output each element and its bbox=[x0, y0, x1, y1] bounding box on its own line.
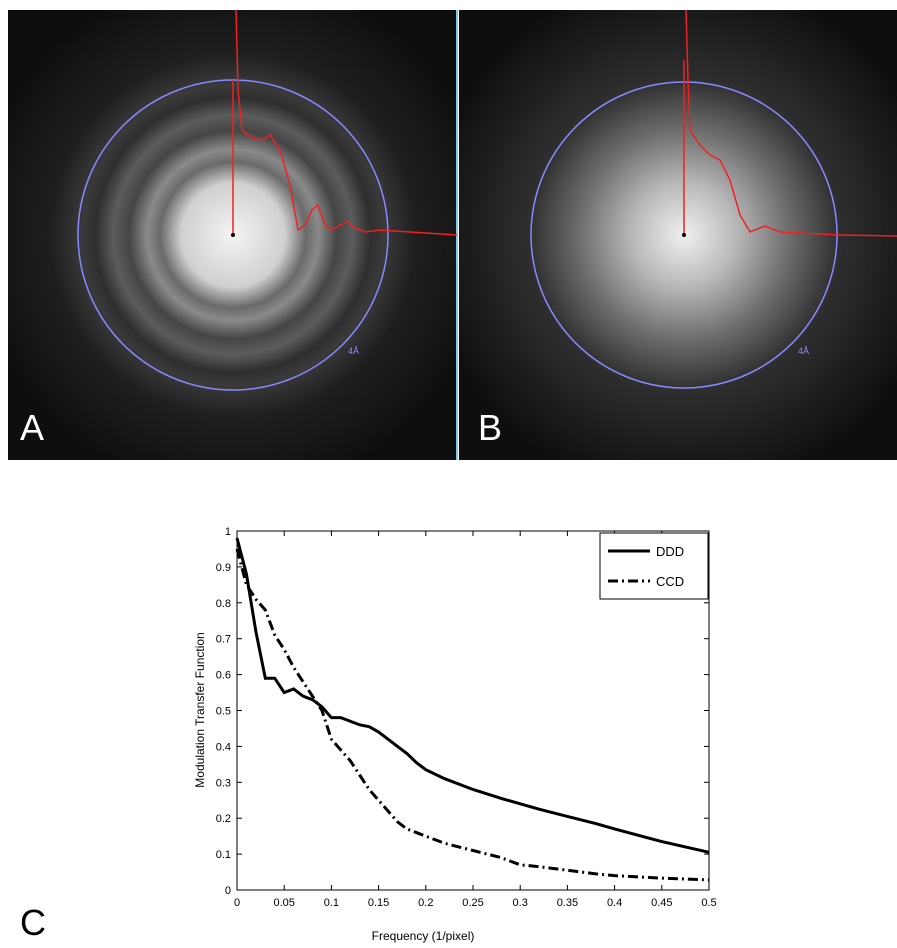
y-tick-label: 0.5 bbox=[216, 706, 231, 718]
x-tick-label: 0.45 bbox=[651, 897, 672, 909]
series-line bbox=[235, 537, 710, 854]
y-tick-label: 0.7 bbox=[216, 634, 231, 646]
x-tick-label: 0.2 bbox=[418, 897, 433, 909]
x-tick-label: 0.25 bbox=[462, 897, 483, 909]
y-tick-label: 0.8 bbox=[216, 598, 231, 610]
power-spectrum bbox=[459, 10, 897, 460]
x-tick-label: 0.35 bbox=[557, 897, 578, 909]
panel-label: C bbox=[20, 902, 46, 943]
x-tick-label: 0.1 bbox=[324, 897, 339, 909]
legend-label: DDD bbox=[656, 544, 684, 559]
center bbox=[231, 233, 235, 237]
y-tick-label: 0.1 bbox=[216, 849, 231, 861]
y-tick-label: 0.2 bbox=[216, 813, 231, 825]
center bbox=[682, 233, 686, 237]
resolution-label: 4Å bbox=[798, 346, 809, 356]
y-tick-label: 0.4 bbox=[216, 741, 231, 753]
panel-label: A bbox=[20, 407, 44, 448]
x-tick-label: 0.3 bbox=[513, 897, 528, 909]
x-tick-label: 0.5 bbox=[701, 897, 716, 909]
x-tick-label: 0 bbox=[234, 897, 240, 909]
y-tick-label: 0 bbox=[225, 885, 231, 897]
y-tick-label: 0.9 bbox=[216, 562, 231, 574]
x-tick-label: 0.4 bbox=[607, 897, 622, 909]
legend-box bbox=[599, 532, 709, 600]
panel-a: A 4Å bbox=[8, 9, 458, 460]
x-tick-label: 0.05 bbox=[273, 897, 294, 909]
x-axis-label: Frequency (1/pixel) bbox=[372, 929, 475, 943]
x-tick-label: 0.15 bbox=[368, 897, 389, 909]
y-tick-label: 1 bbox=[225, 526, 231, 538]
y-axis-label: Modulation Transfer Function bbox=[193, 632, 207, 787]
panel-label: B bbox=[478, 407, 502, 448]
panel-b: B 4Å bbox=[459, 9, 897, 460]
radial-profile bbox=[235, 9, 458, 236]
mtf-chart: Frequency (1/pixel) Modulation Transfer … bbox=[193, 526, 717, 943]
radial-profile bbox=[685, 9, 897, 237]
resolution-label: 4Å bbox=[348, 346, 359, 356]
y-tick-label: 0.3 bbox=[216, 777, 231, 789]
legend-label: CCD bbox=[656, 574, 684, 589]
y-tick-label: 0.6 bbox=[216, 670, 231, 682]
